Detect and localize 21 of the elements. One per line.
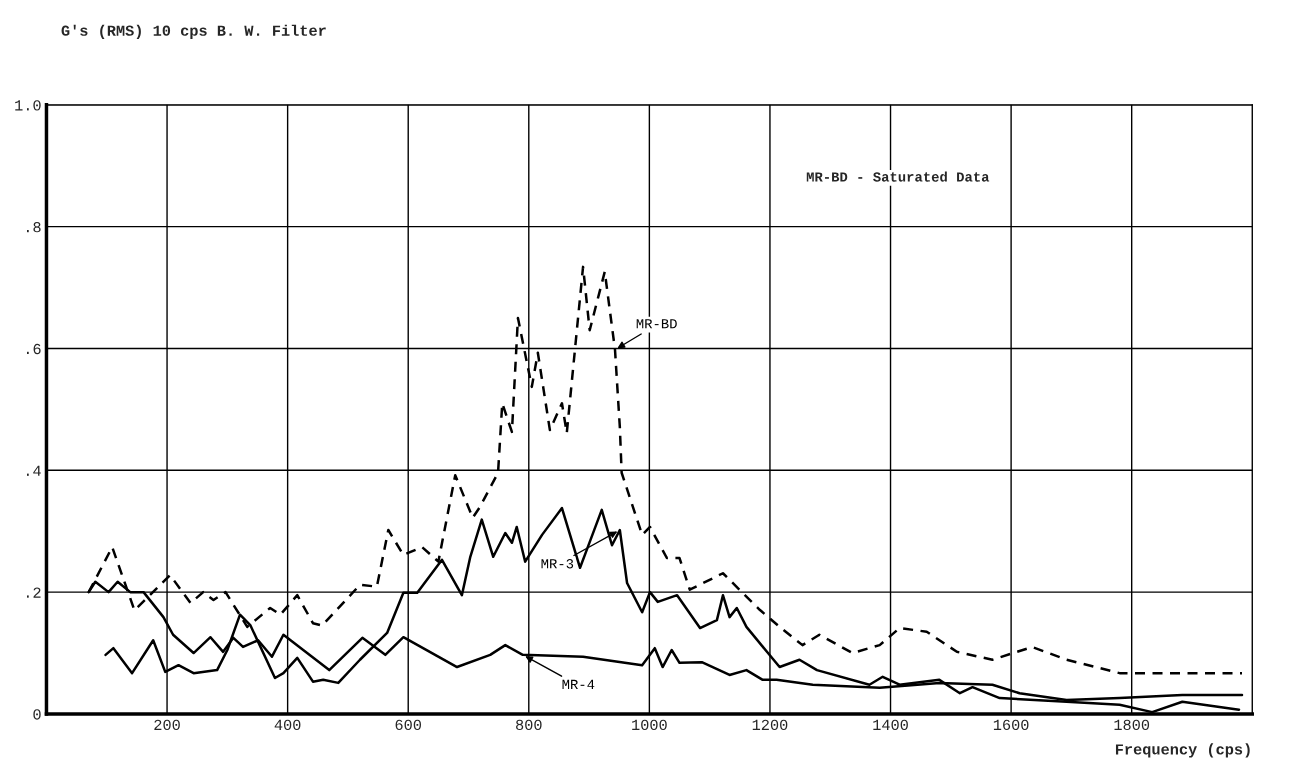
x-tick-label: 800 xyxy=(516,719,542,731)
series-label: MR-BD xyxy=(636,319,677,329)
y-tick-label: .2 xyxy=(26,587,41,598)
x-tick-label: 1600 xyxy=(993,719,1029,731)
y-tick-label: 1.0 xyxy=(15,100,41,111)
x-tick-label: 1000 xyxy=(632,719,667,731)
x-axis-title: Frequency (cps) xyxy=(1115,743,1250,758)
series-label: MR-3 xyxy=(541,559,574,569)
series-label: MR-4 xyxy=(562,679,595,690)
y-tick-label: .6 xyxy=(26,343,41,355)
y-axis-title: G's (RMS) 10 cps B. W. Filter xyxy=(61,24,326,39)
x-tick-label: 1200 xyxy=(752,719,788,731)
y-tick-label: 0 xyxy=(33,709,41,720)
x-tick-label: 400 xyxy=(274,719,301,731)
y-tick-label: .8 xyxy=(26,221,41,233)
annotation: MR-BD - Saturated Data xyxy=(806,171,990,182)
x-tick-label: 1400 xyxy=(873,719,908,731)
x-tick-label: 1800 xyxy=(1114,719,1150,731)
x-tick-label: 600 xyxy=(395,719,422,731)
x-tick-label: 200 xyxy=(154,719,180,731)
y-tick-label: .4 xyxy=(26,465,41,476)
